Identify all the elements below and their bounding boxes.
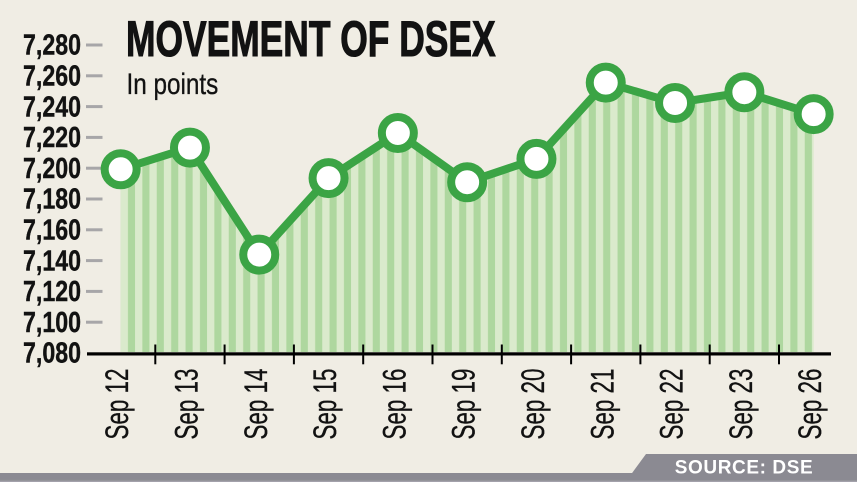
svg-text:In points: In points [127, 67, 219, 101]
svg-text:7,200: 7,200 [23, 152, 81, 185]
svg-text:7,120: 7,120 [23, 275, 81, 308]
svg-text:Sep 21: Sep 21 [584, 369, 620, 440]
svg-text:7,080: 7,080 [23, 336, 81, 369]
svg-text:Sep 13: Sep 13 [168, 369, 204, 440]
svg-text:Sep 20: Sep 20 [515, 369, 551, 440]
svg-text:MOVEMENT OF DSEX: MOVEMENT OF DSEX [126, 12, 496, 67]
svg-text:7,140: 7,140 [23, 244, 81, 277]
svg-text:Sep 15: Sep 15 [307, 369, 343, 440]
svg-text:7,280: 7,280 [23, 28, 81, 61]
svg-text:Sep 22: Sep 22 [654, 369, 690, 440]
svg-text:Sep 16: Sep 16 [376, 369, 412, 440]
svg-text:7,220: 7,220 [23, 121, 81, 154]
svg-text:Sep 14: Sep 14 [238, 369, 274, 440]
svg-text:7,260: 7,260 [23, 59, 81, 92]
svg-text:7,180: 7,180 [23, 182, 81, 215]
svg-text:SOURCE: DSE: SOURCE: DSE [675, 458, 814, 479]
svg-text:7,160: 7,160 [23, 213, 81, 246]
svg-text:7,100: 7,100 [23, 306, 81, 339]
svg-text:Sep 26: Sep 26 [792, 369, 828, 440]
svg-text:Sep 12: Sep 12 [99, 369, 135, 440]
svg-text:Sep 19: Sep 19 [446, 369, 482, 440]
svg-text:Sep 23: Sep 23 [723, 369, 759, 440]
svg-text:7,240: 7,240 [23, 90, 81, 123]
